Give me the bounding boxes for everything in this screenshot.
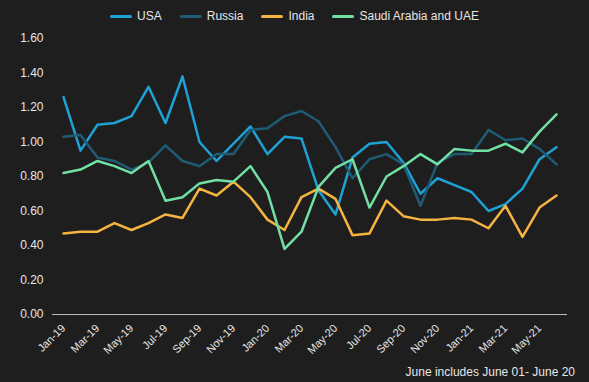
html-text:Saudi Arabia and UAE: Saudi Arabia and UAE [359,9,479,23]
svg-text:Mar-19: Mar-19 [68,322,101,355]
html-text:Russia: Russia [206,9,244,23]
html-text:India: India [288,9,315,23]
svg-text:Mar-21: Mar-21 [476,322,509,355]
svg-text:1.60: 1.60 [20,31,44,45]
svg-text:May-21: May-21 [509,322,543,356]
svg-text:1.20: 1.20 [20,100,44,114]
svg-text:Jan-20: Jan-20 [239,322,271,354]
html-text:June includes June 01- June 20: June includes June 01- June 20 [405,365,575,379]
svg-text:May-19: May-19 [101,322,135,356]
svg-text:0.60: 0.60 [20,204,44,218]
svg-text:May-20: May-20 [305,322,339,356]
svg-text:Nov-19: Nov-19 [204,322,238,356]
html-text:USA: USA [137,9,162,23]
svg-text:Sep-19: Sep-19 [170,322,204,356]
svg-text:Nov-20: Nov-20 [408,322,442,356]
svg-text:Sep-20: Sep-20 [374,322,408,356]
svg-text:Jan-19: Jan-19 [35,322,67,354]
svg-text:0.80: 0.80 [20,169,44,183]
svg-text:Mar-20: Mar-20 [272,322,305,355]
svg-text:Jan-21: Jan-21 [443,322,475,354]
svg-text:1.40: 1.40 [20,66,44,80]
svg-text:0.20: 0.20 [20,273,44,287]
svg-text:0.00: 0.00 [20,307,44,321]
svg-text:0.40: 0.40 [20,238,44,252]
svg-text:Jul-20: Jul-20 [344,322,374,352]
svg-text:Jul-19: Jul-19 [140,322,170,352]
svg-text:1.00: 1.00 [20,135,44,149]
